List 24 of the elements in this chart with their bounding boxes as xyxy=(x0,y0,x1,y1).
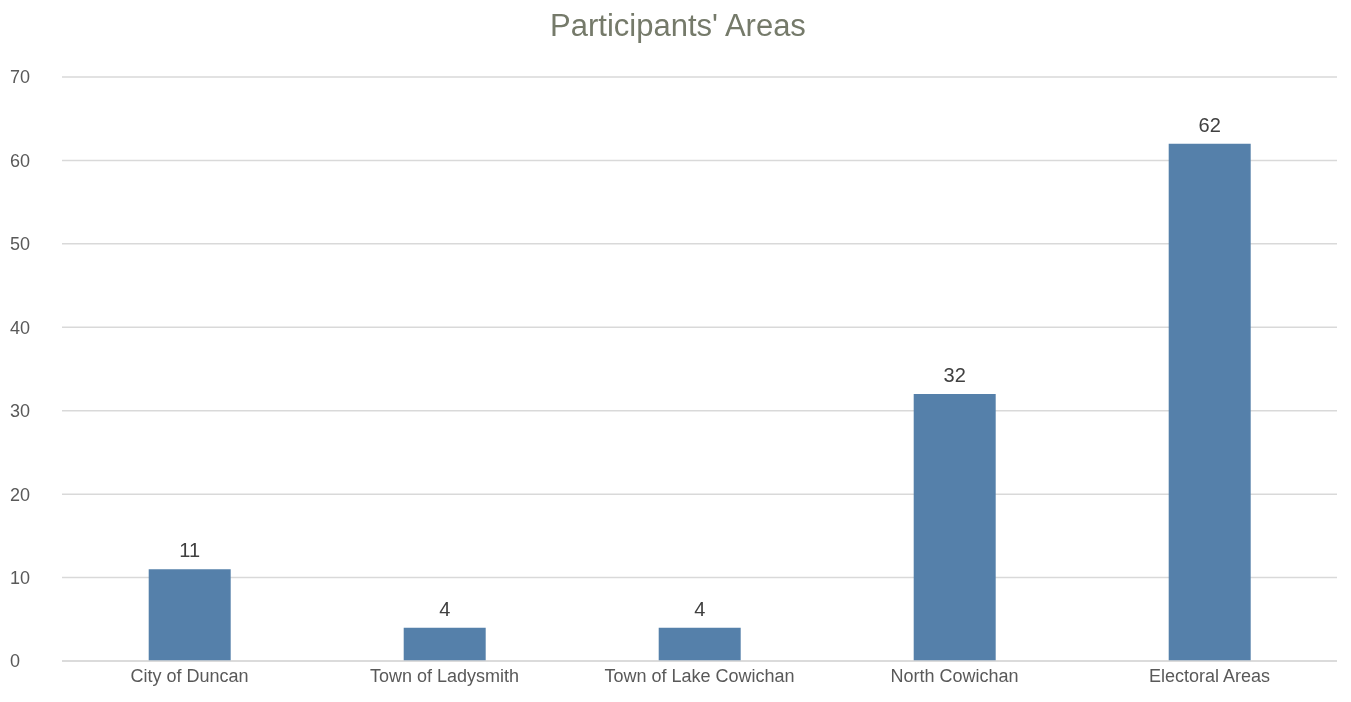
y-tick-label: 70 xyxy=(10,67,31,88)
bar xyxy=(1168,143,1251,661)
data-label: 11 xyxy=(179,539,201,562)
y-tick-label: 20 xyxy=(10,484,31,505)
y-tick-label: 10 xyxy=(10,567,31,588)
data-label: 4 xyxy=(439,597,451,620)
x-tick-label: Electoral Areas xyxy=(1148,665,1271,686)
x-tick-label: Town of Lake Cowichan xyxy=(604,665,795,686)
bar xyxy=(403,627,486,661)
data-label: 4 xyxy=(694,597,706,620)
x-tick-label: City of Duncan xyxy=(130,665,249,686)
bar xyxy=(913,394,996,661)
y-tick-label: 50 xyxy=(10,234,31,255)
data-label: 62 xyxy=(1198,113,1221,136)
data-label: 32 xyxy=(943,364,966,387)
y-tick-label: 0 xyxy=(10,651,21,672)
x-tick-label: North Cowichan xyxy=(890,665,1019,686)
chart-title: Participants' Areas xyxy=(549,8,807,44)
x-tick-label: Town of Ladysmith xyxy=(369,665,520,686)
y-tick-label: 40 xyxy=(10,317,31,338)
y-tick-label: 60 xyxy=(10,150,31,171)
bar xyxy=(658,627,741,661)
y-tick-label: 30 xyxy=(10,401,31,422)
bar xyxy=(148,569,231,661)
